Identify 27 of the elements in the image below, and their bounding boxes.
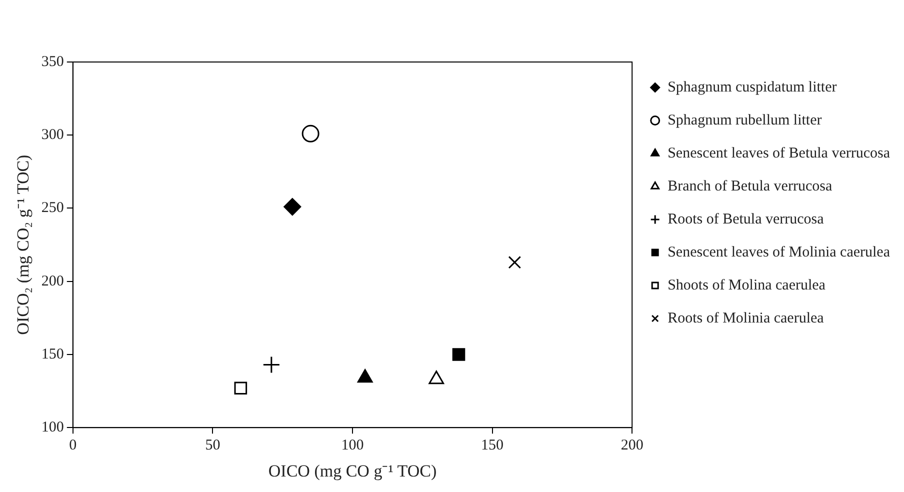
legend-label: Sphagnum rubellum litter bbox=[668, 112, 822, 128]
point bbox=[262, 356, 280, 374]
legend-label: Roots of Molinia caerulea bbox=[668, 310, 824, 326]
point bbox=[508, 256, 522, 269]
y-tick-label: 150 bbox=[41, 346, 64, 362]
x-axis-title: OICO (mg CO g⁻¹ TOC) bbox=[268, 461, 437, 480]
y-tick-label: 200 bbox=[41, 273, 64, 290]
x-tick-label: 200 bbox=[620, 438, 644, 454]
y-axis-title: OICO₂ (mg CO₂ g⁻¹ TOC) bbox=[14, 154, 33, 335]
legend-label: Branch of Betula verrucosa bbox=[668, 178, 832, 194]
y-tick-label: 300 bbox=[41, 127, 64, 144]
legend-label: Senescent leaves of Molinia caerulea bbox=[668, 244, 890, 260]
point bbox=[234, 382, 248, 395]
x-tick-label: 0 bbox=[69, 438, 77, 454]
x-tick-label: 100 bbox=[341, 438, 364, 454]
legend-label: Roots of Betula verrucosa bbox=[668, 211, 824, 228]
legend-label: Sphagnum cuspidatum litter bbox=[668, 79, 837, 96]
legend-label: Senescent leaves of Betula verrucosa bbox=[668, 145, 890, 162]
y-tick-label: 250 bbox=[41, 200, 64, 216]
x-tick-label: 150 bbox=[481, 438, 504, 454]
y-tick-label: 100 bbox=[41, 420, 64, 436]
point bbox=[452, 348, 466, 361]
legend-label: Shoots of Molina caerulea bbox=[668, 277, 826, 294]
x-tick-label: 50 bbox=[205, 438, 220, 454]
point bbox=[284, 198, 302, 216]
point bbox=[302, 124, 320, 142]
y-tick-label: 350 bbox=[41, 54, 64, 70]
